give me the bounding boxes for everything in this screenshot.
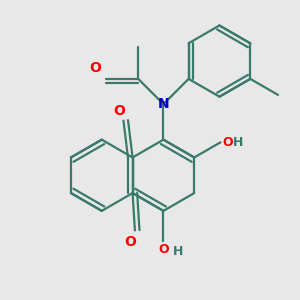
Text: O: O xyxy=(113,104,125,118)
Text: O: O xyxy=(124,235,136,249)
Text: H: H xyxy=(172,244,183,258)
Text: O: O xyxy=(223,136,233,149)
Text: O: O xyxy=(158,243,169,256)
Text: H: H xyxy=(233,136,244,149)
Text: N: N xyxy=(158,97,169,111)
Text: O: O xyxy=(90,61,102,75)
